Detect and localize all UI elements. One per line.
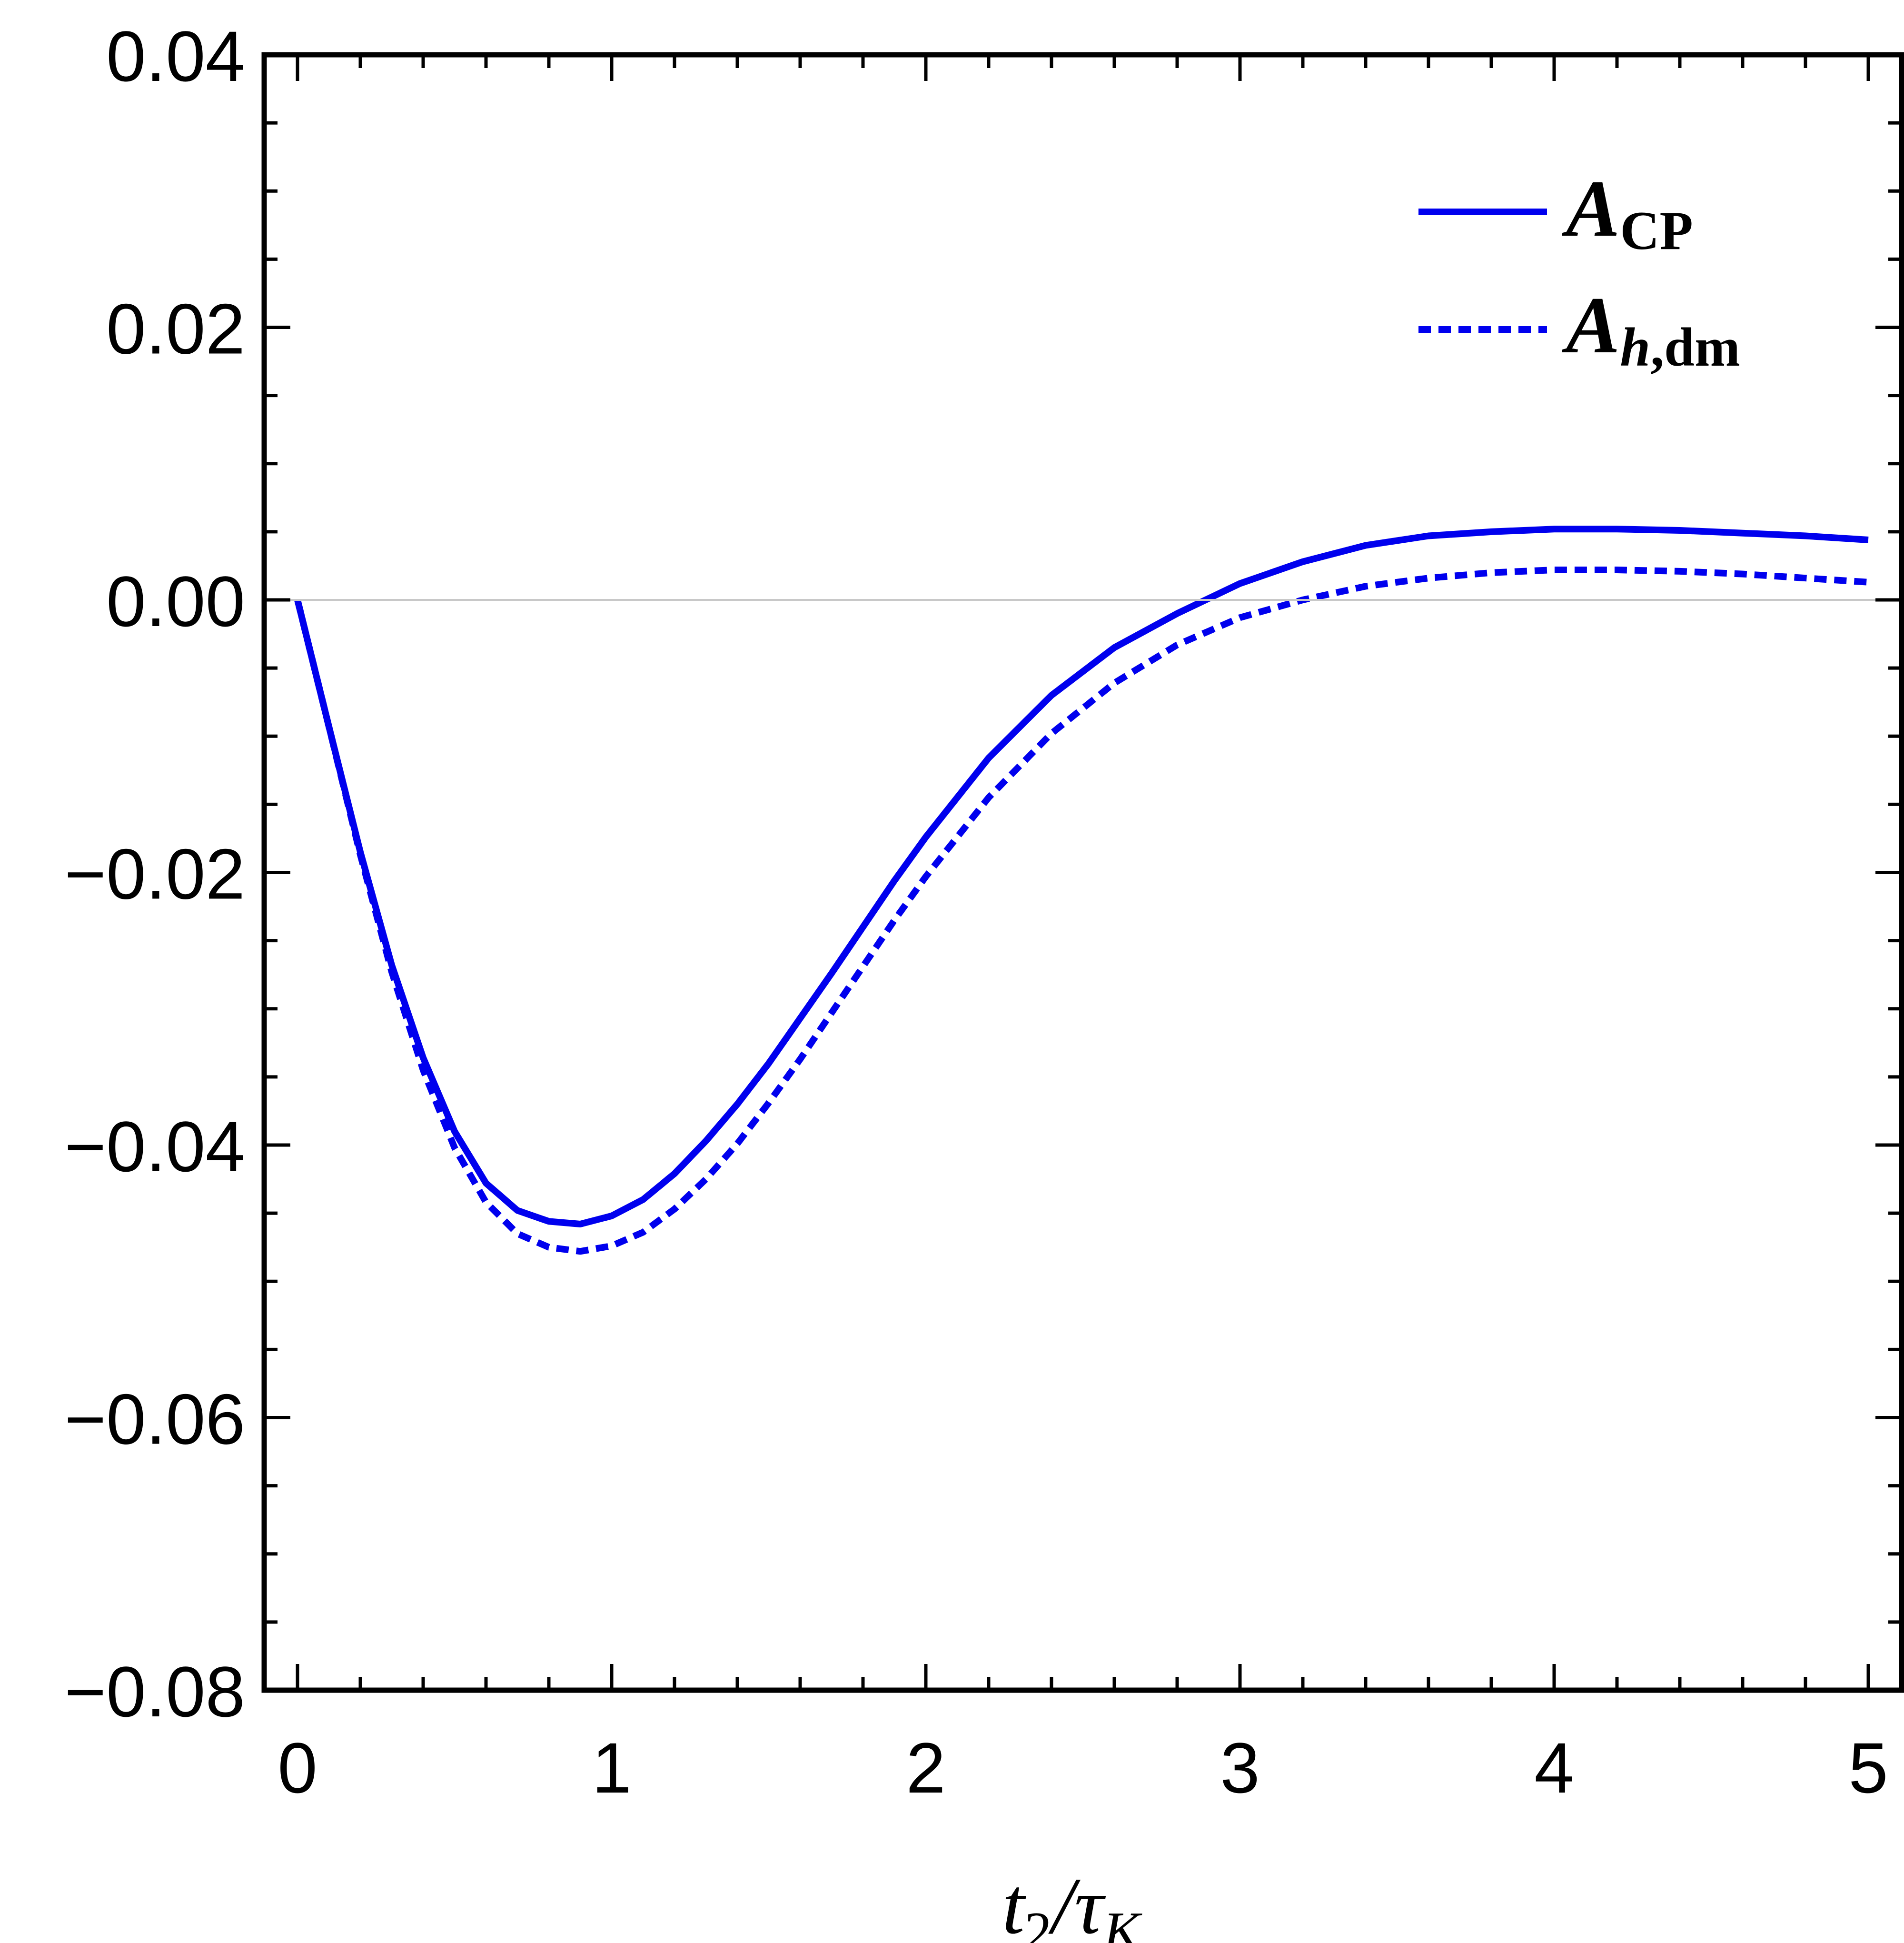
y-tick-label: 0.02: [106, 289, 245, 369]
y-tick-label: −0.08: [64, 1652, 245, 1732]
legend-label-a-cp-main: A: [1562, 164, 1620, 253]
y-tick-label: 0.04: [106, 16, 245, 96]
x-tick-label: 2: [906, 1728, 945, 1808]
legend: ACP Ah,dm: [1418, 164, 1740, 378]
x-tick-label: 3: [1220, 1728, 1259, 1808]
x-axis-title-sub1: 2: [1024, 1901, 1052, 1943]
legend-label-a-h-dm-main: A: [1562, 280, 1620, 370]
x-tick-label: 0: [278, 1728, 317, 1808]
y-tick-label: −0.06: [64, 1379, 245, 1459]
legend-label-a-cp: ACP: [1562, 164, 1693, 261]
y-tick-label: −0.02: [64, 834, 245, 914]
legend-label-a-h-dm-sub: ,dm: [1650, 317, 1740, 378]
x-axis-title-sub2: K: [1102, 1901, 1142, 1943]
y-tick-label: −0.04: [64, 1106, 245, 1186]
x-tick-label: 4: [1534, 1728, 1574, 1808]
x-axis-title-main: t: [1002, 1861, 1026, 1943]
legend-label-a-h-dm: Ah,dm: [1562, 280, 1740, 378]
axes-layer: [261, 52, 1904, 1693]
legend-label-a-h-dm-sub-italic: h: [1620, 317, 1650, 378]
x-axis-title-sep: /τ: [1048, 1861, 1106, 1943]
legend-label-a-cp-sub: CP: [1620, 200, 1693, 261]
x-tick-label: 1: [592, 1728, 631, 1808]
x-axis-title: t2/τK: [1002, 1861, 1142, 1943]
series-line-a-h-dm: [294, 567, 1869, 1255]
series-line-a-cp: [294, 526, 1869, 1227]
tick-label-layer: 0 1 2 3 4 5 0.04 0.02 0.00 −0.02 −0.04 −0.06 −0.08: [64, 16, 1888, 1808]
series-layer: [294, 526, 1869, 1255]
y-tick-label: 0.00: [106, 561, 245, 641]
x-tick-label: 5: [1848, 1728, 1888, 1808]
